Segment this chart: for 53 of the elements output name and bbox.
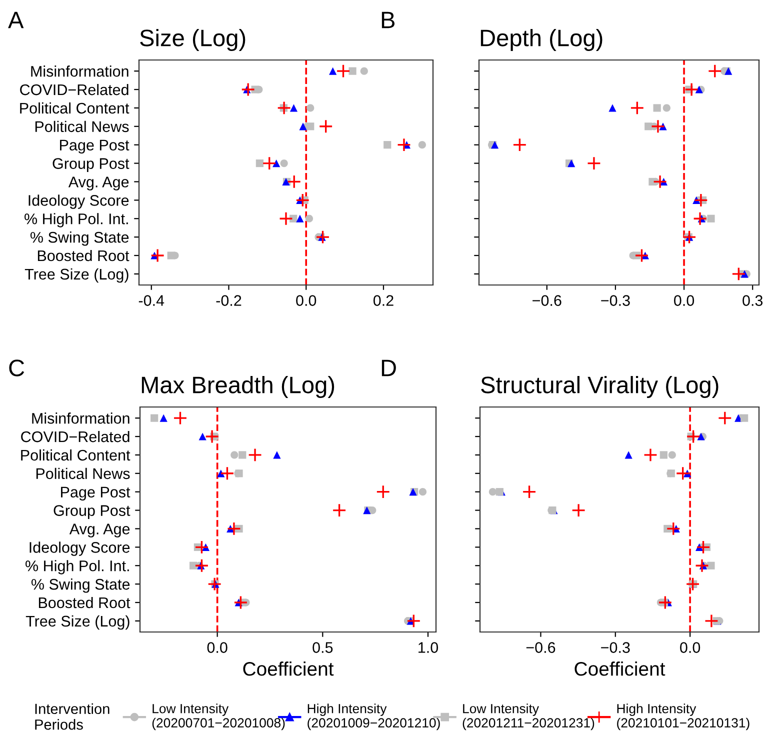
x-tick-label: 0.5 <box>312 642 333 653</box>
y-tick-label: Political News <box>36 468 130 480</box>
y-tick-label: Ideology Score <box>30 542 130 556</box>
x-tick-label: -0.4 <box>138 295 164 306</box>
y-tick-label: Political News <box>35 120 129 132</box>
chart-title: Structural Virality (Log) <box>481 376 718 398</box>
x-axis-title: Coefficient <box>574 662 666 676</box>
x-axis-title: Coefficient <box>243 662 334 676</box>
y-tick-label: Misinformation <box>31 66 128 77</box>
y-tick-label: Ideology Score <box>28 194 129 209</box>
x-tick-label: −0.6 <box>526 642 556 653</box>
y-tick-label: COVID−Related <box>20 84 128 96</box>
text: B <box>382 12 394 28</box>
x-tick-label: 0.0 <box>207 642 228 653</box>
y-tick-label: Page Post <box>61 486 130 501</box>
y-tick-label: Avg. Age <box>69 524 130 538</box>
text: D <box>382 360 396 376</box>
legend-title: Intervention Periods <box>35 703 110 730</box>
text: A <box>8 12 24 28</box>
y-tick-label: Misinformation <box>32 412 130 424</box>
y-tick-label: % Swing State <box>30 232 129 246</box>
y-tick-label: Avg. Age <box>68 176 129 190</box>
y-tick-label: Group Post <box>52 158 130 172</box>
x-tick-label: 0.0 <box>296 295 316 306</box>
x-tick-label: −0.6 <box>532 295 562 306</box>
x-tick-label: −0.3 <box>601 642 630 653</box>
x-tick-label: 1.0 <box>418 642 438 653</box>
y-tick-label: Tree Size (Log) <box>26 615 130 630</box>
legend-label: High Intensity (20210101−20210131) <box>617 704 750 730</box>
y-tick-label: COVID−Related <box>21 430 130 442</box>
y-tick-label: Boosted Root <box>38 250 130 262</box>
legend-label: Low Intensity (20200701−20201008) <box>152 704 285 730</box>
y-tick-label: Page Post <box>60 140 130 154</box>
x-tick-label: -0.2 <box>216 295 242 306</box>
x-tick-label: 0.2 <box>373 295 394 306</box>
legend-label: High Intensity (20201009−20201210) <box>308 704 440 730</box>
x-tick-label: 0.0 <box>680 642 700 653</box>
y-tick-label: Boosted Root <box>38 596 130 608</box>
chart-title: Depth (Log) <box>480 29 602 52</box>
y-tick-label: Group Post <box>54 505 130 519</box>
y-tick-label: Tree Size (Log) <box>24 268 128 283</box>
y-tick-label: % Swing State <box>31 578 130 593</box>
y-tick-label: Political Content <box>20 102 130 114</box>
x-tick-label: 0.0 <box>674 295 694 306</box>
y-tick-label: % High Pol. Int. <box>24 213 128 228</box>
x-tick-label: 0.3 <box>742 295 763 306</box>
x-tick-label: −0.3 <box>601 295 630 306</box>
legend-label: Low Intensity (20201211−20201231) <box>462 704 594 730</box>
chart-title: Max Breadth (Log) <box>142 376 334 398</box>
y-tick-label: Political Content <box>21 449 130 461</box>
text: C <box>9 360 24 376</box>
y-tick-label: % High Pol. Int. <box>26 560 129 574</box>
chart-title: Size (Log) <box>140 29 246 52</box>
